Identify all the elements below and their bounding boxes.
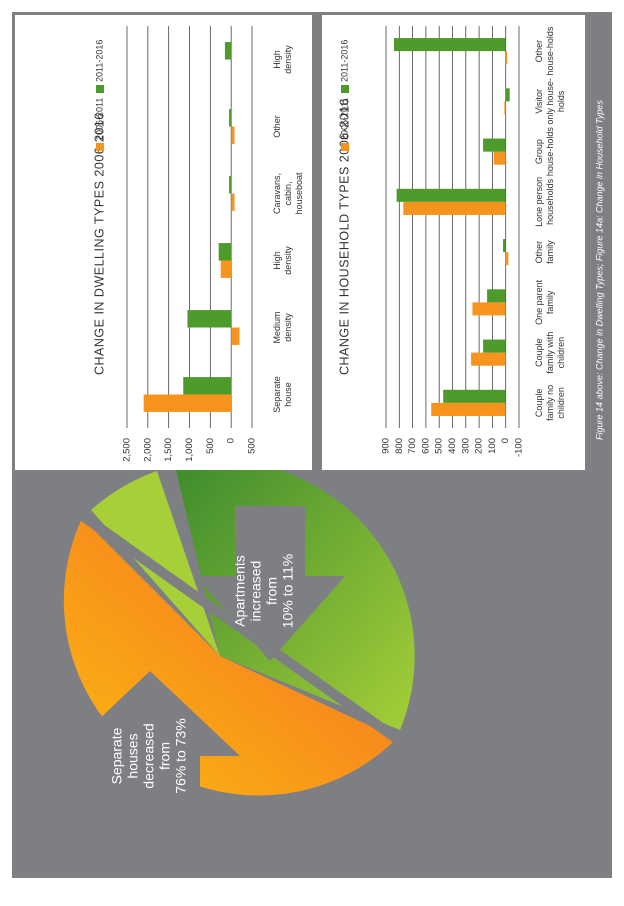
arrow: [60, 671, 240, 836]
legend-swatch: [341, 85, 349, 93]
bar: [229, 109, 232, 127]
bar: [231, 193, 235, 211]
bar: [396, 188, 506, 202]
bar: [218, 243, 232, 261]
y-tick-label: -100: [514, 438, 525, 457]
bar: [143, 394, 232, 412]
y-tick-label: 100: [487, 438, 498, 454]
chart-panel: [15, 15, 312, 470]
arrow: [195, 506, 345, 661]
bar: [224, 42, 232, 60]
legend-swatch: [341, 143, 349, 151]
caption: Figure 14 above: Change in Dwelling Type…: [594, 100, 604, 440]
x-tick-label: Grouphouse-holds: [534, 127, 555, 177]
y-tick-label: 300: [460, 438, 471, 454]
y-tick-label: 600: [420, 438, 431, 454]
x-tick-label: Highdensity: [272, 246, 293, 275]
bar: [505, 51, 508, 65]
bar: [487, 289, 506, 303]
note-line: houses: [125, 733, 141, 778]
chart-title: CHANGE IN DWELLING TYPES 2006-2016: [92, 112, 106, 375]
bar: [505, 252, 509, 266]
x-tick-label: Couplefamily withchildren: [534, 332, 566, 374]
y-tick-label: 1,500: [163, 438, 174, 462]
bar: [220, 260, 232, 278]
y-tick-label: 700: [407, 438, 418, 454]
y-tick-label: 2,000: [142, 438, 153, 462]
legend-label: 2011-2016: [339, 40, 349, 82]
y-tick-label: 200: [474, 438, 485, 454]
note-line: 10% to 11%: [280, 554, 296, 628]
bar: [471, 352, 506, 366]
legend-swatch: [96, 85, 104, 93]
x-tick-label: Highdensity: [272, 45, 293, 74]
y-tick-label: 500: [434, 438, 445, 454]
note-line: Separate: [109, 727, 125, 784]
bar: [472, 302, 506, 316]
legend-label: 2006-2011: [339, 98, 349, 140]
bar: [187, 310, 232, 328]
x-tick-label: Lone personhouseholds: [534, 177, 555, 227]
y-tick-label: 900: [381, 438, 392, 454]
y-tick-label: 1,000: [184, 438, 195, 462]
y-tick-label: 500: [247, 438, 258, 454]
x-tick-label: Other: [272, 115, 282, 138]
y-tick-label: 400: [447, 438, 458, 454]
bar: [493, 151, 506, 165]
x-tick-label: Separatehouse: [272, 376, 293, 413]
y-tick-label: 0: [500, 438, 511, 443]
note-line: decreased: [141, 723, 157, 788]
bar: [231, 327, 240, 345]
note-line: from: [157, 742, 173, 770]
bar: [431, 402, 506, 416]
bar: [403, 201, 506, 215]
x-tick-label: Otherhouse-holds: [534, 26, 555, 76]
note-line: Apartments: [232, 555, 248, 627]
x-tick-label: Caravans,cabin,houseboat: [272, 172, 304, 215]
bar: [229, 176, 232, 194]
bar: [231, 59, 233, 77]
bar: [483, 339, 506, 353]
bar: [183, 377, 232, 395]
note-line: from: [264, 577, 280, 605]
bar: [443, 389, 506, 403]
x-tick-label: Mediumdensity: [272, 311, 293, 343]
y-tick-label: 800: [394, 438, 405, 454]
divider: [77, 509, 403, 746]
x-tick-label: Visitoronly house-holds: [534, 78, 566, 125]
bar: [504, 101, 506, 115]
note-line: 76% to 73%: [173, 718, 189, 794]
bar: [483, 138, 506, 152]
y-tick-label: 0: [226, 438, 237, 443]
legend-swatch: [96, 143, 104, 151]
pie-graphic: [60, 460, 415, 836]
legend-label: 2011-2016: [94, 40, 104, 82]
bar: [503, 239, 506, 253]
legend-label: 2006-2011: [94, 98, 104, 140]
y-tick-label: 2,500: [122, 438, 133, 462]
note-line: increased: [248, 561, 264, 622]
x-tick-label: One parentfamily: [534, 279, 555, 325]
x-tick-label: Couplefamily nochildren: [534, 385, 566, 421]
x-tick-label: Otherfamily: [534, 240, 555, 264]
bar: [231, 126, 235, 144]
bar: [505, 88, 510, 102]
chart-title: CHANGE IN HOUSEHOLD TYPES 2006-2016: [337, 98, 351, 375]
bar: [393, 38, 506, 52]
y-tick-label: 500: [205, 438, 216, 454]
